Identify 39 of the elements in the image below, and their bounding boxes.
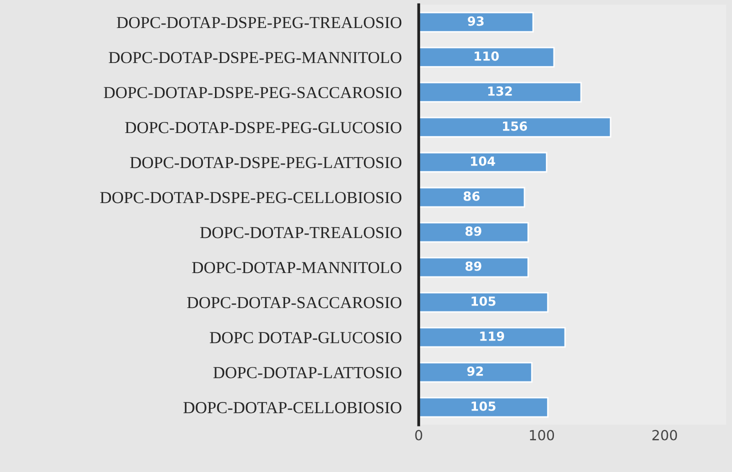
bar (418, 396, 549, 418)
data-label: 93 (468, 16, 484, 26)
bar (418, 82, 582, 103)
bar (418, 116, 612, 138)
bar (418, 186, 526, 208)
bar (418, 222, 529, 243)
data-label: 105 (472, 296, 496, 306)
bar (418, 362, 533, 383)
bar (418, 292, 549, 313)
data-label: 86 (464, 191, 480, 201)
data-label: 110 (474, 51, 499, 61)
bar (418, 326, 566, 348)
data-label: 92 (467, 366, 483, 376)
data-label: 132 (488, 86, 512, 96)
x-tick-label: 200 (652, 430, 677, 440)
y-tick-label: DOPC-DOTAP-SACCAROSIO (187, 297, 402, 308)
data-label: 156 (502, 121, 527, 131)
x-tick-label: 0 (415, 430, 422, 440)
y-tick-label: DOPC-DOTAP-DSPE-PEG-TREALOSIO (116, 16, 402, 28)
bar (418, 46, 555, 68)
y-tick-label: DOPC-DOTAP-DSPE-PEG-GLUCOSIO (125, 122, 402, 134)
y-tick-label: DOPC-DOTAP-LATTOSIO (213, 367, 402, 378)
bar (418, 152, 548, 173)
data-label: 89 (465, 226, 482, 236)
y-tick-label: DOPC-DOTAP-TREALOSIO (200, 227, 402, 238)
data-label: 104 (471, 156, 496, 166)
data-label: 89 (465, 261, 482, 271)
y-tick-label: DOPC-DOTAP-MANNITOLO (192, 262, 402, 274)
bar (418, 256, 529, 278)
y-tick-label: DOPC-DOTAP-DSPE-PEG-CELLOBIOSIO (100, 192, 402, 204)
data-label: 105 (472, 401, 496, 411)
x-tick-label: 100 (530, 430, 554, 440)
y-tick-label: DOPC-DOTAP-DSPE-PEG-SACCAROSIO (104, 86, 402, 98)
y-tick-label: DOPC-DOTAP-DSPE-PEG-MANNITOLO (108, 52, 402, 64)
y-tick-label: DOPC-DOTAP-CELLOBIOSIO (183, 402, 402, 414)
y-tick-label: DOPC-DOTAP-DSPE-PEG-LATTOSIO (130, 156, 402, 168)
y-tick-label: DOPC DOTAP-GLUCOSIO (210, 332, 402, 344)
data-label: 119 (480, 331, 504, 341)
bar (418, 12, 534, 33)
